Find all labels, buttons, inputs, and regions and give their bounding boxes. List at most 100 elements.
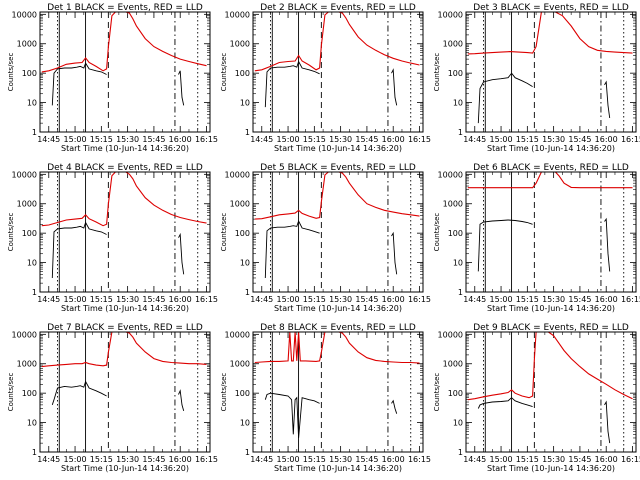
events-line bbox=[477, 397, 533, 409]
y-tick-label: 100 bbox=[22, 389, 37, 398]
y-tick-label: 10000 bbox=[225, 10, 250, 19]
x-tick-label: 15:30 bbox=[542, 135, 565, 144]
y-tick-label: 1000 bbox=[17, 40, 37, 49]
y-tick-label: 10 bbox=[27, 259, 37, 268]
y-tick-label: 1000 bbox=[443, 360, 463, 369]
panel-det-5: Det 5 BLACK = Events, RED = LLD 1 10 100 100… bbox=[220, 163, 431, 313]
x-tick-label: 15:30 bbox=[116, 295, 139, 304]
x-tick-label: 16:00 bbox=[382, 135, 405, 144]
x-tick-label: 16:15 bbox=[621, 295, 640, 304]
x-tick-label: 16:00 bbox=[595, 455, 618, 464]
series-group bbox=[254, 12, 420, 108]
lld-line bbox=[41, 172, 207, 227]
y-tick-label: 1000 bbox=[17, 200, 37, 209]
events-line bbox=[178, 70, 185, 106]
y-axis-label: Counts/sec bbox=[220, 53, 228, 92]
x-tick-label: 16:00 bbox=[169, 455, 192, 464]
plot-frame bbox=[465, 331, 637, 453]
y-tick-label: 100 bbox=[235, 389, 250, 398]
x-tick-label: 16:15 bbox=[621, 455, 640, 464]
events-line bbox=[391, 231, 398, 275]
x-tick-label: 16:00 bbox=[169, 295, 192, 304]
y-tick-label: 1 bbox=[245, 288, 250, 297]
series-group bbox=[254, 332, 420, 439]
plot-frame bbox=[252, 171, 424, 293]
series-group bbox=[254, 172, 420, 279]
y-tick-label: 10 bbox=[240, 99, 250, 108]
marker-lines bbox=[57, 12, 199, 132]
y-axis-label: Counts/sec bbox=[7, 373, 15, 412]
x-tick-label: 15:00 bbox=[490, 295, 513, 304]
y-tick-label: 100 bbox=[235, 229, 250, 238]
panel-det-4: Det 4 BLACK = Events, RED = LLD 1 10 100 100… bbox=[7, 163, 218, 313]
x-axis-label: Start Time (10-Jun-14 14:36:20) bbox=[61, 464, 189, 473]
events-line bbox=[51, 221, 107, 279]
x-tick-label: 15:45 bbox=[142, 135, 165, 144]
lld-line bbox=[254, 12, 420, 72]
panel-det-3: Det 3 BLACK = Events, RED = LLD 1 10 100 100… bbox=[433, 3, 640, 153]
y-tick-label: 10 bbox=[240, 259, 250, 268]
y-tick-label: 10 bbox=[453, 99, 463, 108]
lld-line bbox=[467, 332, 633, 401]
plot-frame bbox=[252, 11, 424, 133]
y-tick-label: 1 bbox=[32, 128, 37, 137]
lld-line bbox=[41, 12, 207, 73]
series-group bbox=[41, 12, 207, 106]
x-tick-label: 15:00 bbox=[64, 135, 87, 144]
x-axis-label: Start Time (10-Jun-14 14:36:20) bbox=[487, 144, 615, 153]
panel-det-8: Det 8 BLACK = Events, RED = LLD 1 10 100 100… bbox=[220, 323, 431, 473]
x-tick-label: 15:30 bbox=[329, 455, 352, 464]
x-tick-label: 16:15 bbox=[408, 135, 431, 144]
y-tick-label: 10 bbox=[240, 419, 250, 428]
y-tick-label: 100 bbox=[448, 69, 463, 78]
x-axis-label: Start Time (10-Jun-14 14:36:20) bbox=[274, 304, 402, 313]
events-line bbox=[178, 232, 185, 275]
marker-lines bbox=[483, 12, 625, 132]
y-tick-label: 10000 bbox=[225, 330, 250, 339]
marker-lines bbox=[483, 172, 625, 292]
y-tick-label: 10 bbox=[27, 419, 37, 428]
x-axis-label: Start Time (10-Jun-14 14:36:20) bbox=[61, 144, 189, 153]
lld-line bbox=[467, 12, 633, 55]
y-tick-label: 1000 bbox=[230, 40, 250, 49]
plot-frame bbox=[39, 171, 211, 293]
y-tick-label: 1 bbox=[245, 448, 250, 457]
x-tick-label: 15:15 bbox=[303, 295, 326, 304]
x-tick-label: 15:45 bbox=[355, 455, 378, 464]
lld-line bbox=[254, 172, 420, 220]
x-tick-label: 15:00 bbox=[277, 135, 300, 144]
y-tick-label: 10 bbox=[27, 99, 37, 108]
y-tick-label: 10000 bbox=[225, 170, 250, 179]
y-tick-label: 10 bbox=[453, 259, 463, 268]
plot-frame bbox=[252, 331, 424, 453]
x-tick-label: 15:30 bbox=[542, 295, 565, 304]
events-line bbox=[604, 217, 611, 272]
y-axis-label: Counts/sec bbox=[7, 213, 15, 252]
events-line bbox=[264, 392, 320, 439]
panel-det-1: Det 1 BLACK = Events, RED = LLD 1 10 100 100… bbox=[7, 3, 218, 153]
x-tick-label: 15:45 bbox=[568, 455, 591, 464]
y-tick-label: 10 bbox=[453, 419, 463, 428]
x-tick-label: 15:15 bbox=[303, 135, 326, 144]
panel-title: Det 5 BLACK = Events, RED = LLD bbox=[260, 163, 416, 173]
x-tick-label: 15:30 bbox=[116, 455, 139, 464]
y-tick-label: 1000 bbox=[230, 360, 250, 369]
y-tick-label: 1000 bbox=[443, 40, 463, 49]
events-line bbox=[178, 389, 185, 412]
y-axis-label: Counts/sec bbox=[433, 53, 441, 92]
x-tick-label: 15:45 bbox=[142, 455, 165, 464]
panel-det-6: Det 6 BLACK = Events, RED = LLD 1 10 100 100… bbox=[433, 163, 640, 313]
x-tick-label: 16:15 bbox=[408, 295, 431, 304]
series-group bbox=[41, 172, 207, 279]
x-tick-label: 16:00 bbox=[595, 135, 618, 144]
lld-line bbox=[467, 172, 633, 189]
x-tick-label: 14:45 bbox=[250, 295, 273, 304]
y-tick-label: 1 bbox=[32, 288, 37, 297]
series-group bbox=[467, 12, 633, 124]
y-tick-label: 10000 bbox=[438, 10, 463, 19]
x-tick-label: 15:15 bbox=[516, 455, 539, 464]
plot-frame bbox=[465, 171, 637, 293]
x-tick-label: 15:15 bbox=[90, 135, 113, 144]
